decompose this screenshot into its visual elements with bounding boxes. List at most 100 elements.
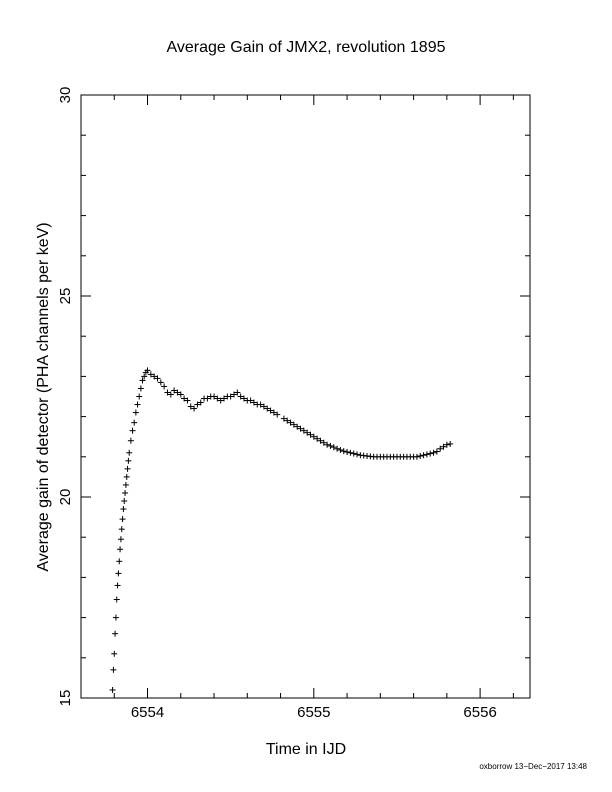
data-point	[230, 391, 237, 398]
data-point	[347, 449, 354, 456]
data-point	[124, 465, 131, 472]
data-point	[113, 596, 120, 603]
data-point	[118, 526, 125, 533]
data-point	[280, 415, 287, 422]
data-point	[121, 498, 128, 505]
data-point	[287, 419, 294, 426]
data-point	[187, 403, 194, 410]
data-point	[115, 570, 122, 577]
y-axis-ticks: 15 20 25 30	[57, 87, 530, 706]
data-point	[144, 367, 151, 374]
data-point	[354, 451, 361, 458]
data-point	[284, 417, 291, 424]
data-point	[433, 448, 440, 455]
data-point	[122, 489, 129, 496]
data-point	[117, 546, 124, 553]
data-point	[437, 445, 444, 452]
data-point	[157, 379, 164, 386]
chart-title: Average Gain of JMX2, revolution 1895	[167, 39, 446, 56]
data-point	[264, 405, 271, 412]
data-point	[440, 443, 447, 450]
data-point	[350, 450, 357, 457]
data-point	[116, 558, 123, 565]
data-point	[423, 451, 430, 458]
data-point	[191, 405, 198, 412]
x-tick-label: 6555	[297, 704, 330, 721]
data-point	[430, 449, 437, 456]
data-point	[131, 419, 138, 426]
data-point	[177, 391, 184, 398]
data-point	[154, 375, 161, 382]
data-point	[167, 391, 174, 398]
data-point	[204, 395, 211, 402]
data-point	[310, 433, 317, 440]
data-point	[317, 437, 324, 444]
data-point	[443, 441, 450, 448]
x-tick-label: 6556	[463, 704, 496, 721]
x-tick-label: 6554	[131, 704, 164, 721]
data-point	[171, 387, 178, 394]
x-axis-ticks: 6554 6555 6556	[80, 95, 514, 721]
data-point	[132, 409, 139, 416]
footer-credit: oxborrow 13−Dec−2017 13:48	[479, 762, 587, 771]
data-point	[125, 457, 132, 464]
data-point	[304, 429, 311, 436]
data-point	[181, 395, 188, 402]
data-point	[420, 452, 427, 459]
data-point	[194, 401, 201, 408]
data-point	[126, 449, 133, 456]
data-point	[184, 397, 191, 404]
plot-frame	[80, 94, 531, 699]
data-point	[300, 427, 307, 434]
data-point	[221, 395, 228, 402]
data-point	[237, 393, 244, 400]
data-point	[114, 582, 121, 589]
data-point	[270, 409, 277, 416]
data-point	[413, 453, 420, 460]
data-point	[123, 473, 130, 480]
data-point	[320, 439, 327, 446]
data-point	[147, 371, 154, 378]
data-point	[112, 614, 119, 621]
data-point	[122, 481, 129, 488]
data-point	[164, 389, 171, 396]
y-tick-label: 25	[57, 288, 74, 305]
y-tick-label: 30	[57, 87, 74, 104]
data-point	[227, 393, 234, 400]
data-point	[307, 431, 314, 438]
data-point	[214, 395, 221, 402]
data-point	[417, 452, 424, 459]
data-point	[127, 437, 134, 444]
data-point	[211, 393, 218, 400]
data-point	[290, 421, 297, 428]
data-point	[117, 536, 124, 543]
data-point	[110, 666, 117, 673]
data-point	[340, 448, 347, 455]
data-point	[197, 399, 204, 406]
data-point	[161, 383, 168, 390]
data-point	[247, 397, 254, 404]
data-point	[314, 435, 321, 442]
data-point	[260, 403, 267, 410]
data-point	[120, 506, 127, 513]
data-point	[274, 411, 281, 418]
data-point	[257, 401, 264, 408]
data-point	[217, 397, 224, 404]
y-axis-label: Average gain of detector (PHA channels p…	[35, 222, 52, 571]
data-point	[139, 377, 146, 384]
data-point	[327, 442, 334, 449]
x-axis-label: Time in IJD	[266, 741, 346, 758]
data-point	[267, 407, 274, 414]
data-point	[141, 373, 148, 380]
data-point	[240, 395, 247, 402]
data-point	[337, 446, 344, 453]
data-point	[151, 373, 158, 380]
data-point	[344, 448, 351, 455]
data-point	[134, 401, 141, 408]
data-point	[250, 399, 257, 406]
data-point	[297, 425, 304, 432]
data-point	[324, 441, 331, 448]
data-point	[137, 385, 144, 392]
data-point	[447, 440, 454, 447]
